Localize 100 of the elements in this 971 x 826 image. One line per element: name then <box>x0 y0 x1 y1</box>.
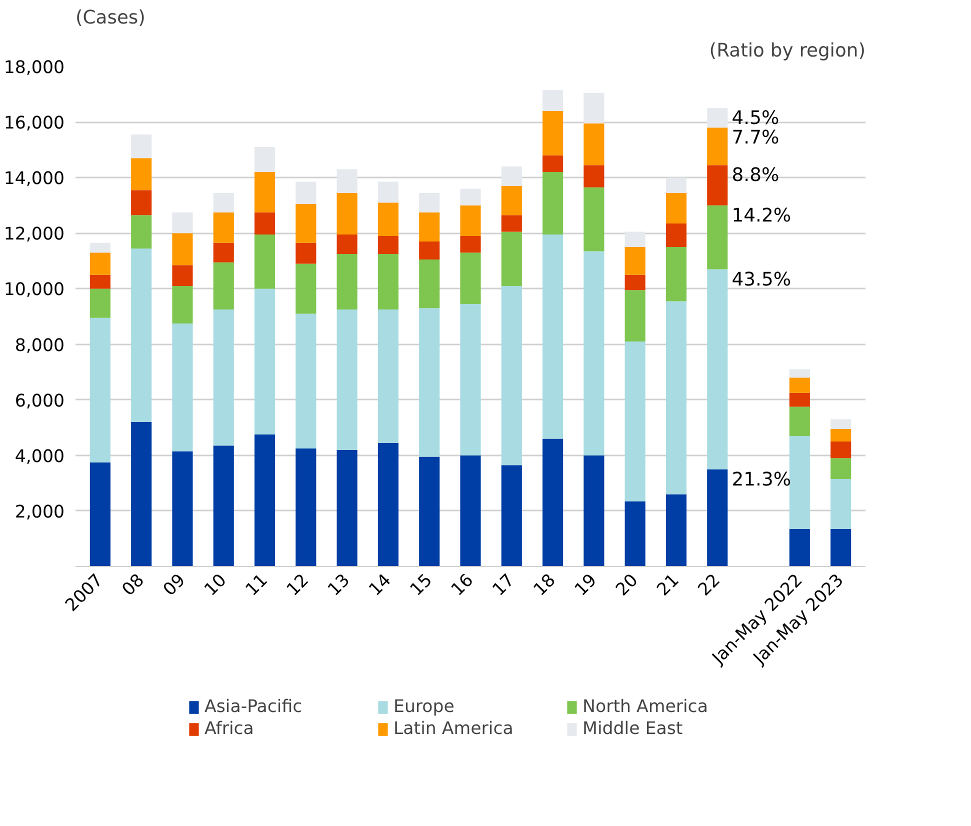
x-tick-label: 14 <box>366 570 396 600</box>
bar <box>213 242 234 262</box>
bar <box>419 212 440 242</box>
bar <box>419 260 440 308</box>
bar <box>254 288 276 435</box>
bar <box>460 252 481 304</box>
y-tick-label: 4,000 <box>14 446 65 467</box>
bar <box>501 286 522 466</box>
bar <box>666 494 687 566</box>
bar <box>378 202 398 236</box>
bar <box>460 205 481 236</box>
bar <box>707 128 728 166</box>
annotation: 4.5% <box>732 108 780 130</box>
bar <box>419 308 440 457</box>
x-tick-label: 11 <box>242 570 272 600</box>
bar <box>296 264 316 314</box>
bar <box>542 172 564 235</box>
bar <box>131 422 152 566</box>
y-tick-label: 18,000 <box>4 58 65 78</box>
bar <box>254 434 276 566</box>
legend-label: Africa <box>204 719 255 739</box>
bar <box>378 236 398 254</box>
bar <box>419 242 440 260</box>
bar <box>624 247 646 275</box>
bar <box>296 314 316 448</box>
bar <box>666 301 687 494</box>
bar <box>336 450 358 566</box>
legend-label: North America <box>582 697 709 717</box>
bar <box>501 186 522 216</box>
bar <box>460 188 481 206</box>
x-tick-label: 10 <box>200 570 231 600</box>
bar <box>296 182 316 204</box>
legend-label: Europe <box>394 697 456 717</box>
bar <box>419 456 440 566</box>
y-tick-label: 6,000 <box>14 391 65 412</box>
bar <box>542 438 564 566</box>
bar <box>542 234 564 439</box>
legend-label: Middle East <box>582 719 684 739</box>
x-tick-label: 09 <box>160 570 190 600</box>
x-tick-label: 16 <box>448 570 478 600</box>
bar <box>789 436 810 529</box>
bar <box>90 274 110 289</box>
bar <box>666 178 687 193</box>
bar <box>542 90 564 111</box>
bar <box>830 442 852 458</box>
x-tick-label: 18 <box>530 570 560 600</box>
bar <box>501 166 522 186</box>
bar <box>296 448 316 566</box>
bar <box>830 529 852 566</box>
bar <box>378 254 398 310</box>
y-tick-label: 16,000 <box>4 114 65 134</box>
x-tick-label: 08 <box>118 570 148 600</box>
x-tick-label: 17 <box>488 570 519 600</box>
bar <box>90 252 110 275</box>
bar <box>254 172 276 212</box>
bar <box>378 310 398 443</box>
bar <box>789 529 810 566</box>
bar <box>624 232 646 248</box>
bar <box>90 242 110 253</box>
bar <box>789 392 810 407</box>
bar <box>584 455 604 566</box>
bar <box>172 451 193 566</box>
bar <box>213 192 234 212</box>
y-tick-label: 14,000 <box>4 169 65 190</box>
annotation: 8.8% <box>732 165 780 186</box>
legend-label: Asia-Pacific <box>204 697 304 717</box>
bar <box>501 465 522 566</box>
y-tick-label: 8,000 <box>14 336 65 356</box>
bar <box>624 501 646 566</box>
bar <box>131 134 152 158</box>
annotation: 14.2% <box>732 205 792 226</box>
bar <box>131 248 152 422</box>
bar <box>707 469 728 566</box>
bar <box>501 215 522 232</box>
bar <box>830 429 852 442</box>
bar <box>542 110 564 156</box>
bar <box>460 455 481 566</box>
bar <box>336 169 358 193</box>
bar <box>707 108 728 128</box>
x-tick-label: 20 <box>612 570 642 600</box>
bar <box>213 212 234 243</box>
bar <box>666 223 687 248</box>
bar <box>90 318 110 462</box>
legend-label: Latin America <box>394 719 514 739</box>
bar <box>501 232 522 286</box>
bar <box>460 236 481 253</box>
bar <box>378 182 398 203</box>
bar <box>584 251 604 456</box>
x-tick-label: 21 <box>654 570 684 600</box>
bar <box>584 123 604 166</box>
bar <box>172 323 193 452</box>
bar <box>336 234 358 254</box>
bar <box>624 290 646 342</box>
bar <box>789 369 810 378</box>
bar <box>213 310 234 446</box>
bar <box>830 479 852 529</box>
bar <box>172 233 193 266</box>
bar <box>707 269 728 470</box>
bar <box>172 212 193 234</box>
bar <box>172 286 193 324</box>
